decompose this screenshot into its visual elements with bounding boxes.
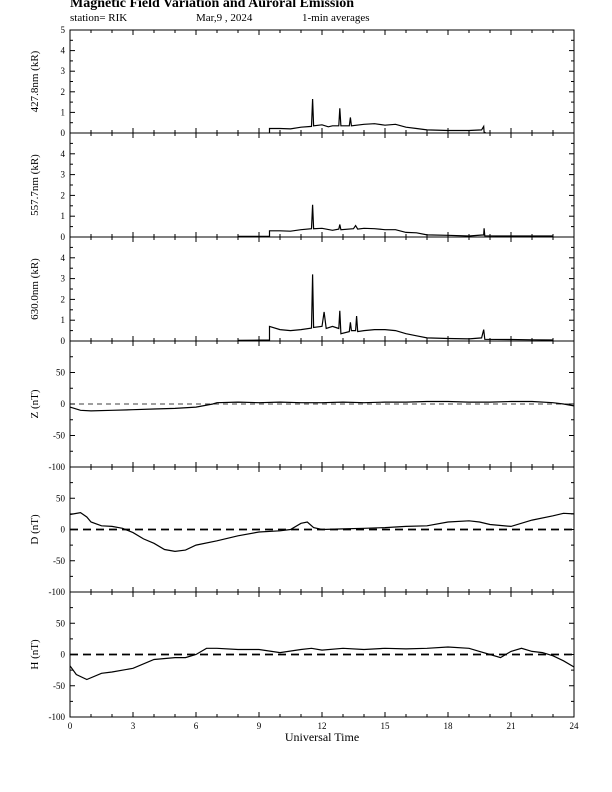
y-tick-label: 1 bbox=[61, 315, 66, 325]
station-label: station= RIK bbox=[70, 12, 128, 24]
y-tick-label: 0 bbox=[61, 399, 66, 409]
y-tick-label: 50 bbox=[56, 368, 66, 378]
x-tick-label: 18 bbox=[444, 721, 454, 731]
y-tick-label: 4 bbox=[61, 149, 66, 159]
y-tick-label: 0 bbox=[61, 128, 66, 138]
y-tick-label: 50 bbox=[56, 618, 66, 628]
y-tick-label: 50 bbox=[56, 493, 66, 503]
series-line bbox=[237, 204, 553, 237]
y-tick-label: 3 bbox=[61, 170, 66, 180]
y-tick-label: 4 bbox=[61, 253, 66, 263]
panel-frame bbox=[69, 29, 575, 134]
series-line bbox=[237, 274, 554, 341]
y-tick-label: 0 bbox=[61, 336, 66, 346]
x-tick-label: 21 bbox=[507, 721, 516, 731]
x-tick-label: 12 bbox=[318, 721, 327, 731]
date-label: Mar,9 , 2024 bbox=[196, 12, 253, 24]
y-axis-label: 557.7nm (kR) bbox=[29, 154, 41, 216]
y-axis-label: D (nT) bbox=[29, 514, 41, 545]
y-tick-label: -100 bbox=[49, 462, 66, 472]
panel-frame bbox=[69, 132, 575, 238]
y-axis-label: H (nT) bbox=[29, 639, 41, 670]
x-tick-label: 24 bbox=[570, 721, 580, 731]
series-line bbox=[69, 511, 575, 553]
x-tick-label: 6 bbox=[194, 721, 199, 731]
x-tick-label: 9 bbox=[257, 721, 262, 731]
y-axis-label: 427.8nm (kR) bbox=[29, 50, 41, 112]
y-tick-label: 0 bbox=[61, 525, 66, 535]
y-tick-label: -100 bbox=[49, 712, 66, 722]
y-axis-label: Z (nT) bbox=[29, 389, 41, 418]
y-tick-label: 5 bbox=[61, 25, 66, 35]
y-tick-label: -100 bbox=[49, 587, 66, 597]
y-tick-label: 1 bbox=[61, 107, 66, 117]
x-tick-label: 3 bbox=[131, 721, 136, 731]
y-tick-label: -50 bbox=[53, 556, 65, 566]
x-tick-label: 15 bbox=[381, 721, 391, 731]
averages-label: 1-min averages bbox=[302, 12, 370, 24]
y-tick-label: 2 bbox=[61, 190, 66, 200]
series-line bbox=[268, 98, 487, 134]
series-line bbox=[69, 400, 575, 412]
y-tick-label: 4 bbox=[61, 46, 66, 56]
y-tick-label: 1 bbox=[61, 211, 66, 221]
y-tick-label: 2 bbox=[61, 294, 66, 304]
y-tick-label: -50 bbox=[53, 431, 65, 441]
series-line bbox=[69, 646, 575, 681]
x-axis-label: Universal Time bbox=[285, 730, 359, 744]
y-tick-label: 3 bbox=[61, 66, 66, 76]
chart-title: Magnetic Field Variation and Auroral Emi… bbox=[70, 0, 355, 11]
y-tick-label: 3 bbox=[61, 274, 66, 284]
y-tick-label: 0 bbox=[61, 650, 66, 660]
y-tick-label: -50 bbox=[53, 681, 65, 691]
y-axis-label: 630.0nm (kR) bbox=[29, 258, 41, 320]
y-tick-label: 0 bbox=[61, 232, 66, 242]
x-tick-label: 0 bbox=[68, 721, 73, 731]
y-tick-label: 2 bbox=[61, 87, 66, 97]
